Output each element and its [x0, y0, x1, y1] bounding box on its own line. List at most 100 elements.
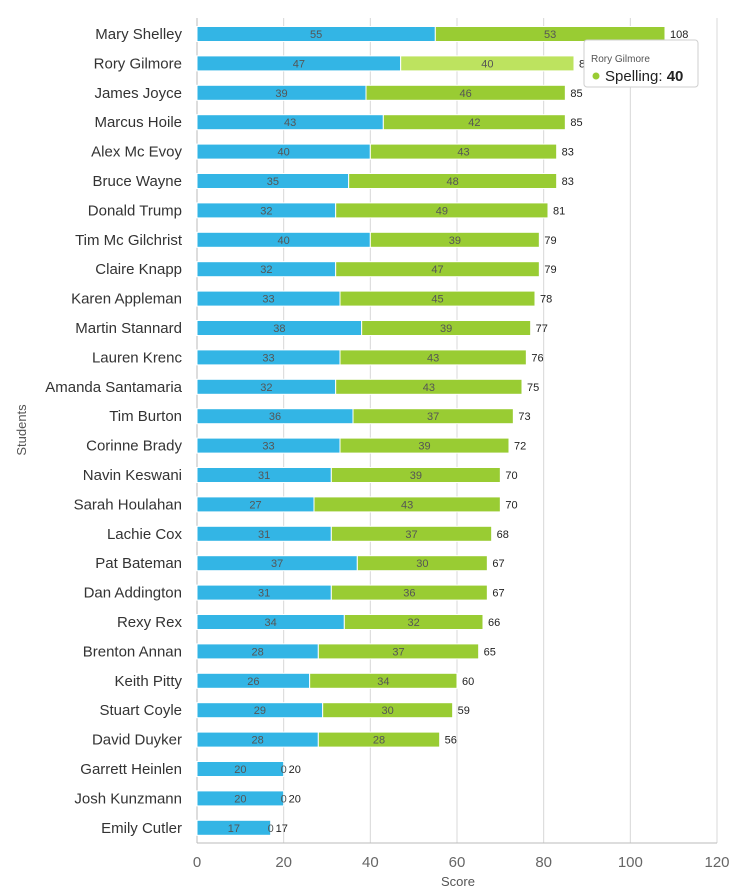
- data-label-series-1: 40: [278, 147, 290, 159]
- bar-segment-series-2: [335, 202, 549, 219]
- category-label: Amanda Santamaria: [45, 379, 182, 396]
- tooltip-title: Rory Gilmore: [591, 54, 650, 65]
- category-label: Lauren Krenc: [92, 349, 183, 366]
- tooltip-series-marker: [592, 72, 600, 80]
- data-label-series-1: 26: [247, 676, 259, 688]
- data-label-series-1: 17: [228, 823, 240, 835]
- category-label: Pat Bateman: [95, 555, 182, 572]
- data-label-series-2: 37: [427, 411, 439, 423]
- bar-segment-series-2: [352, 408, 514, 425]
- category-label: Dan Addington: [84, 585, 182, 602]
- total-label: 20: [289, 764, 301, 776]
- bar-segment-series-2: [339, 437, 510, 454]
- data-label-series-2: 34: [377, 676, 389, 688]
- total-label: 20: [289, 793, 301, 805]
- bar-segment-series-2: [343, 614, 484, 630]
- total-label: 68: [497, 529, 509, 541]
- bar-segment-series-2: [322, 702, 454, 719]
- data-label-series-2: 32: [408, 617, 420, 629]
- total-label: 17: [276, 823, 288, 835]
- total-label: 75: [527, 382, 539, 394]
- data-label-series-2: 43: [427, 352, 439, 364]
- category-label: Rexy Rex: [117, 614, 183, 631]
- data-label-series-1: 33: [262, 352, 274, 364]
- data-label-series-1: 20: [234, 764, 246, 776]
- category-label: Donald Trump: [88, 202, 182, 219]
- bar-segment-series-2: [339, 349, 527, 366]
- x-axis-ticks: 0 20 40 60 80 100 120: [193, 854, 730, 871]
- category-label: Josh Kunzmann: [74, 790, 182, 807]
- tooltip: Rory Gilmore Spelling: 40: [583, 39, 699, 88]
- total-label: 70: [505, 499, 517, 511]
- total-label: 77: [536, 323, 548, 335]
- data-label-series-1: 35: [267, 176, 279, 188]
- total-label: 65: [484, 646, 496, 658]
- category-label: Rory Gilmore: [94, 55, 182, 72]
- bar-segment-series-2: [313, 496, 501, 513]
- bar-segment-series-2: [309, 672, 458, 689]
- x-axis-title: Score: [441, 874, 475, 887]
- category-label: Navin Keswani: [83, 467, 182, 484]
- data-label-series-2: 47: [431, 264, 443, 276]
- total-label: 76: [531, 352, 543, 364]
- x-tick-label: 40: [362, 854, 379, 871]
- data-label-series-1: 47: [293, 58, 305, 70]
- data-label-series-2: 39: [418, 441, 430, 453]
- total-label: 79: [544, 235, 556, 247]
- total-label: 56: [445, 735, 457, 747]
- data-label-series-1: 55: [310, 29, 322, 41]
- data-label-series-1: 34: [265, 617, 277, 629]
- total-label: 67: [492, 558, 504, 570]
- total-label: 79: [544, 264, 556, 276]
- data-label-series-1: 37: [271, 558, 283, 570]
- bar-segment-series-2: [348, 173, 558, 189]
- bar-segment-series-2: [330, 467, 501, 483]
- bar-segment-series-2: [356, 555, 488, 572]
- category-label: Lachie Cox: [107, 526, 183, 543]
- data-label-series-1: 43: [284, 117, 296, 129]
- category-label: Sarah Houlahan: [74, 496, 182, 513]
- data-label-series-2: 48: [447, 176, 459, 188]
- data-label-series-2: 39: [410, 470, 422, 482]
- gridlines: [196, 18, 718, 844]
- data-label-series-1: 27: [249, 499, 261, 511]
- data-label-series-1: 39: [275, 88, 287, 100]
- x-tick-label: 100: [618, 854, 643, 871]
- total-label: 85: [570, 117, 582, 129]
- bar-segment-series-2: [369, 231, 540, 248]
- category-label: Karen Appleman: [71, 291, 182, 308]
- tooltip-colon: :: [658, 68, 666, 85]
- data-label-series-2: 36: [403, 588, 415, 600]
- data-label-series-1: 31: [258, 529, 270, 541]
- category-label: Mary Shelley: [95, 26, 182, 43]
- data-label-series-1: 32: [260, 264, 272, 276]
- total-label: 81: [553, 205, 565, 217]
- total-label: 85: [570, 88, 582, 100]
- data-label-series-1: 40: [278, 235, 290, 247]
- bar-segment-series-2: [335, 261, 540, 278]
- category-label: Tim Mc Gilchrist: [75, 232, 183, 249]
- total-label: 108: [670, 29, 688, 41]
- x-tick-label: 120: [704, 854, 729, 871]
- bar-segment-series-1: [196, 790, 285, 807]
- bar-segment-series-2: [365, 84, 566, 101]
- data-label-series-2: 53: [544, 29, 556, 41]
- bar-segment-series-2: [335, 378, 523, 395]
- total-label: 83: [562, 147, 574, 159]
- data-label-series-2: 43: [423, 382, 435, 394]
- total-label: 83: [562, 176, 574, 188]
- x-tick-label: 60: [449, 854, 466, 871]
- data-label-series-2: 0: [268, 823, 274, 835]
- bar-segment-series-2: [330, 525, 493, 542]
- category-label: Garrett Heinlen: [80, 761, 182, 778]
- data-label-series-2: 37: [405, 529, 417, 541]
- data-label-series-1: 33: [262, 294, 274, 306]
- data-label-series-2: 46: [460, 88, 472, 100]
- bars: [196, 26, 666, 836]
- bar-segment-series-2: [434, 26, 666, 42]
- data-label-series-1: 36: [269, 411, 281, 423]
- total-label: 78: [540, 294, 552, 306]
- data-label-series-2: 39: [440, 323, 452, 335]
- data-label-series-2: 42: [468, 117, 480, 129]
